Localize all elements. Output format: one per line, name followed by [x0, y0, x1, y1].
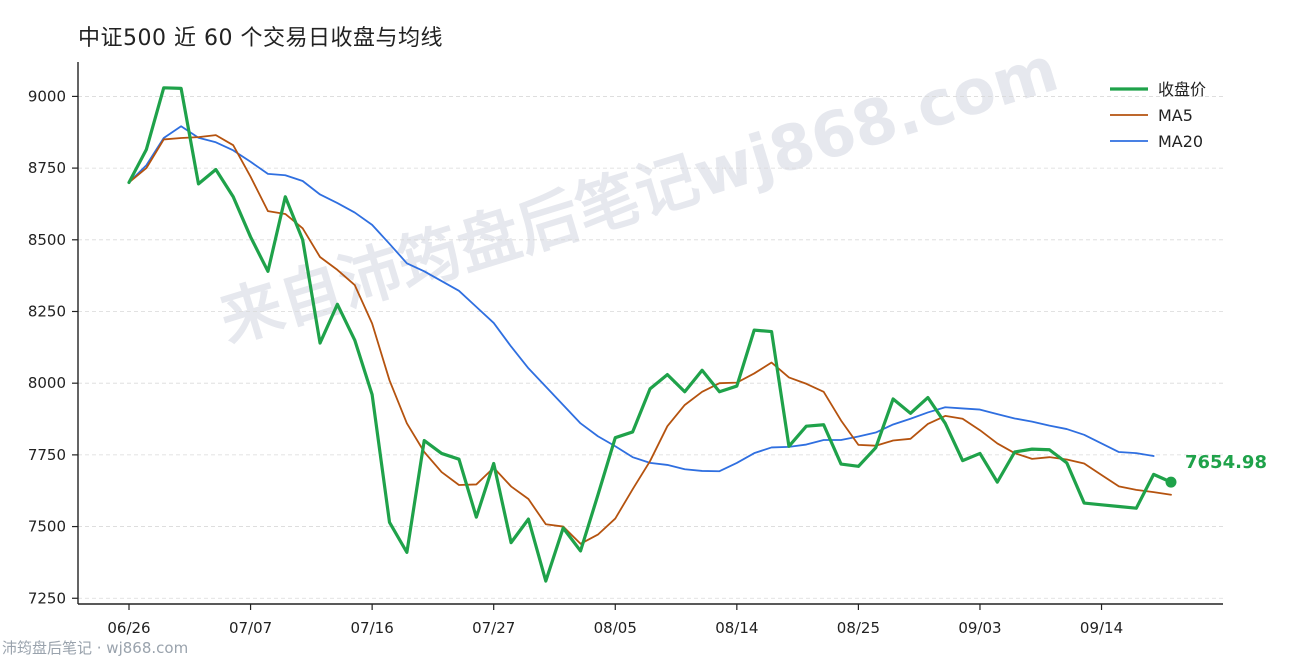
last-close-label: 7654.98 [1185, 452, 1267, 473]
x-tick-label: 09/14 [1080, 619, 1123, 637]
y-tick-label: 7250 [28, 589, 66, 607]
chart-title: 中证500 近 60 个交易日收盘与均线 [78, 26, 443, 51]
x-tick-label: 07/27 [472, 619, 515, 637]
y-tick-label: 9000 [28, 87, 66, 105]
y-tick-label: 8250 [28, 302, 66, 320]
x-tick-label: 08/25 [837, 619, 880, 637]
legend-label-ma5: MA5 [1158, 106, 1193, 125]
series-line-ma5 [128, 134, 1172, 545]
series-line-close [127, 86, 1173, 583]
x-tick-label: 07/07 [229, 619, 272, 637]
y-tick-label: 8500 [28, 231, 66, 249]
legend-label-close: 收盘价 [1158, 80, 1206, 99]
x-tick-label: 08/05 [594, 619, 637, 637]
x-tick-label: 07/16 [351, 619, 394, 637]
x-tick-label: 09/03 [958, 619, 1001, 637]
footer-watermark: 沛筠盘后笔记 · wj868.com [2, 639, 189, 657]
series-line-ma20 [128, 125, 1155, 473]
x-tick-label: 06/26 [107, 619, 150, 637]
y-tick-label: 7500 [28, 518, 66, 536]
x-tick-label: 08/14 [715, 619, 758, 637]
y-tick-label: 7750 [28, 446, 66, 464]
y-tick-label: 8750 [28, 159, 66, 177]
y-tick-label: 8000 [28, 374, 66, 392]
last-close-marker [1165, 476, 1177, 488]
legend-label-ma20: MA20 [1158, 132, 1203, 151]
